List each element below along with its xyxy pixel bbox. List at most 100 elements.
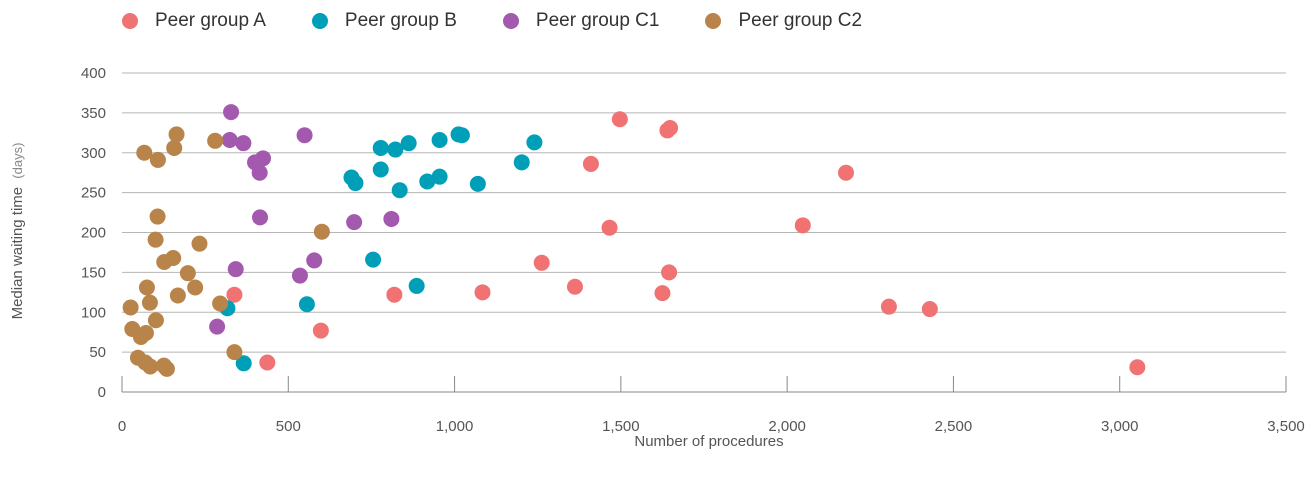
legend-label: Peer group B <box>344 10 457 31</box>
data-point <box>601 219 618 236</box>
data-point <box>136 144 153 161</box>
data-point <box>166 139 183 156</box>
y-axis-ticks: 0 50 100 150 200 250 300 350 400 <box>81 65 106 401</box>
data-point <box>235 135 252 152</box>
y-tick-label: 150 <box>81 264 106 281</box>
x-tick-label: 1,000 <box>436 418 474 435</box>
y-axis-label-main: Median waiting time <box>9 187 26 320</box>
x-tick-label: 3,500 <box>1267 418 1305 435</box>
data-point <box>212 295 229 312</box>
data-point <box>383 210 400 227</box>
data-point <box>298 296 315 313</box>
data-point <box>387 141 404 158</box>
data-point <box>169 287 186 304</box>
y-axis-label-unit: (days) <box>10 143 25 179</box>
y-tick-label: 50 <box>89 344 106 361</box>
x-tick-label: 1,500 <box>602 418 640 435</box>
x-tick-label: 3,000 <box>1101 418 1139 435</box>
data-point <box>259 354 276 371</box>
data-point <box>252 209 269 226</box>
data-point <box>251 164 268 181</box>
data-point <box>533 254 550 271</box>
data-point <box>306 252 323 269</box>
data-point <box>582 155 599 172</box>
legend-label: Peer group C2 <box>738 10 863 31</box>
data-point <box>223 104 240 121</box>
legend-item-peer-group-c2[interactable]: Peer group C2 <box>705 10 862 32</box>
data-point <box>226 344 243 361</box>
data-point <box>149 208 166 225</box>
data-point <box>431 168 448 185</box>
data-point <box>122 299 139 316</box>
data-point <box>611 111 628 128</box>
series-2 <box>219 126 543 372</box>
data-point <box>794 217 811 234</box>
data-point <box>179 265 196 282</box>
data-point <box>235 355 252 372</box>
y-axis-label: Median waiting time (days) <box>9 143 26 320</box>
grid-lines <box>122 72 1286 393</box>
data-point <box>147 312 164 329</box>
data-point <box>149 151 166 168</box>
data-point <box>291 267 308 284</box>
legend-label: Peer group C1 <box>535 10 660 31</box>
data-point <box>431 131 448 148</box>
data-point <box>313 223 330 240</box>
data-point <box>209 318 226 335</box>
data-point <box>880 298 897 315</box>
legend-label: Peer group A <box>155 10 266 31</box>
data-point <box>513 154 530 171</box>
legend-item-peer-group-b[interactable]: Peer group B <box>311 10 457 32</box>
data-point <box>227 261 244 278</box>
data-point <box>474 284 491 301</box>
data-point <box>347 175 364 192</box>
data-point <box>141 294 158 311</box>
legend-item-peer-group-c1[interactable]: Peer group C1 <box>502 10 660 32</box>
legend-marker-icon <box>122 13 138 29</box>
legend-marker-icon <box>311 13 328 29</box>
series-3 <box>209 104 400 335</box>
data-point <box>346 214 363 231</box>
data-point <box>400 135 417 152</box>
legend-marker-icon <box>502 13 519 29</box>
data-point <box>372 161 389 178</box>
data-point <box>132 328 149 345</box>
legend-item-peer-group-a[interactable]: Peer group A <box>122 10 266 32</box>
data-point <box>156 254 173 271</box>
y-tick-label: 400 <box>81 65 106 82</box>
data-point <box>566 278 583 295</box>
x-axis: 0 500 1,000 1,500 2,000 2,500 3,000 3,500 <box>118 376 1305 435</box>
data-point <box>654 285 671 302</box>
data-point <box>187 279 204 296</box>
data-point <box>661 264 678 281</box>
data-point <box>191 235 208 252</box>
x-tick-label: 2,500 <box>935 418 973 435</box>
series-1 <box>226 111 1146 376</box>
data-point <box>221 131 238 148</box>
data-point <box>147 231 164 248</box>
series-4 <box>122 126 330 377</box>
data-point <box>158 360 175 377</box>
data-point <box>142 358 159 375</box>
data-point <box>469 175 486 192</box>
data-point <box>921 301 938 318</box>
data-point <box>453 127 470 144</box>
data-point <box>659 122 676 139</box>
x-axis-label: Number of procedures <box>634 433 783 450</box>
data-point <box>226 286 243 303</box>
data-point <box>391 182 408 199</box>
data-point <box>419 173 436 190</box>
data-point <box>296 127 313 144</box>
data-point <box>312 322 329 339</box>
data-point <box>372 139 389 156</box>
legend: Peer group A Peer group B Peer group C1 … <box>122 10 908 32</box>
y-tick-label: 200 <box>81 225 106 242</box>
data-point <box>838 164 855 181</box>
y-tick-label: 350 <box>81 105 106 122</box>
data-point <box>386 286 403 303</box>
y-tick-label: 100 <box>81 304 106 321</box>
legend-marker-icon <box>705 13 722 29</box>
data-point <box>408 277 425 294</box>
data-point <box>365 251 382 268</box>
x-tick-label: 0 <box>118 418 126 435</box>
